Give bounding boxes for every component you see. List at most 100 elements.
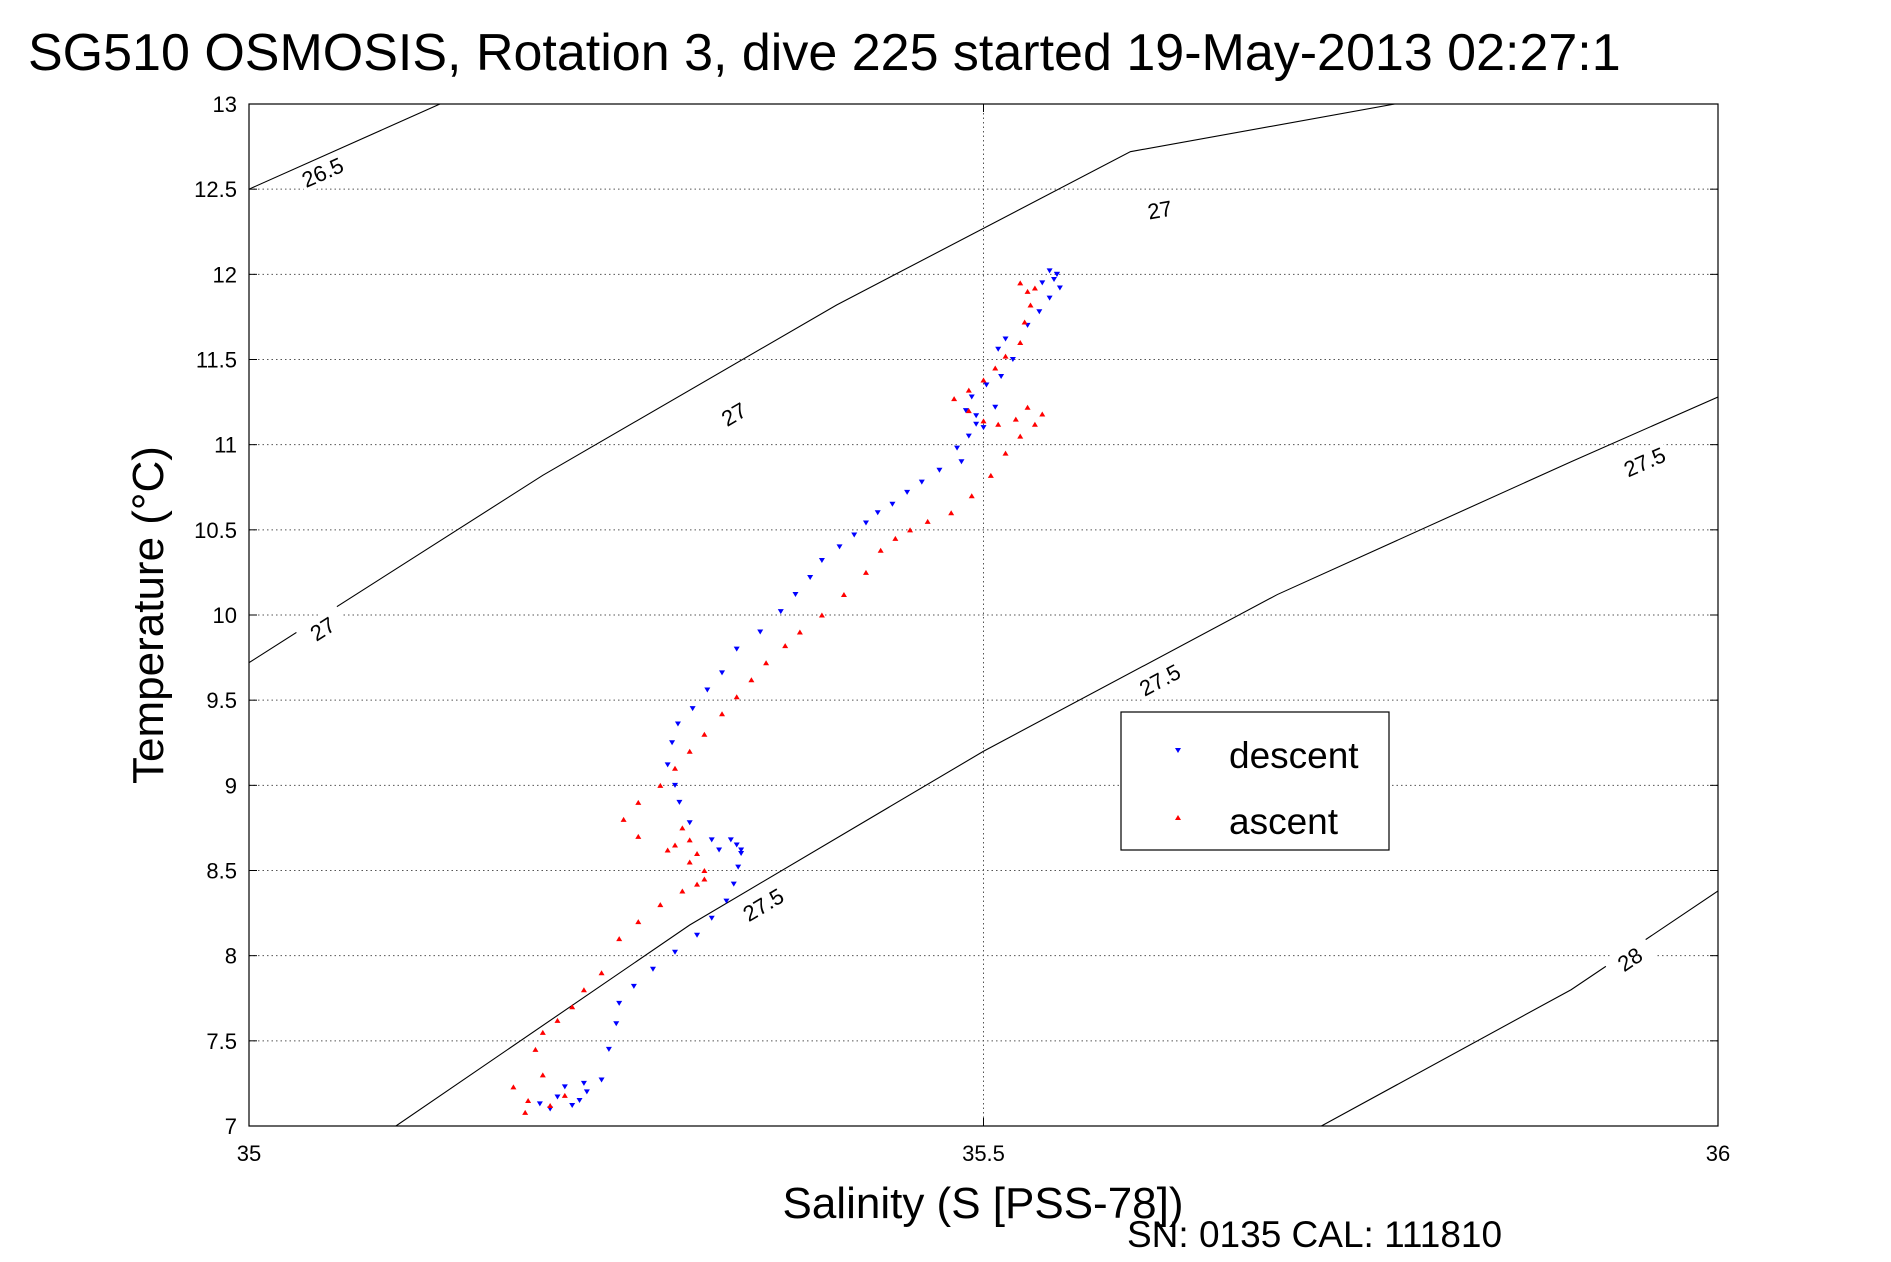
descent-point xyxy=(616,1000,623,1006)
descent-point xyxy=(536,1101,543,1107)
descent-point xyxy=(719,670,726,676)
legend-descent-label: descent xyxy=(1229,735,1359,776)
ascent-point xyxy=(1027,302,1034,308)
ascent-point xyxy=(686,748,693,754)
ascent-point xyxy=(748,677,755,683)
ascent-point xyxy=(980,418,987,424)
descent-point xyxy=(1051,276,1058,282)
ascent-point xyxy=(733,694,740,700)
descent-point xyxy=(554,1094,561,1100)
contour-label-bg xyxy=(1132,656,1188,703)
ascent-point xyxy=(1031,285,1038,291)
ascent-point xyxy=(992,365,999,371)
descent-point xyxy=(918,479,925,485)
descent-point xyxy=(676,799,683,805)
descent-point xyxy=(973,413,980,419)
ascent-point xyxy=(701,731,708,737)
descent-point xyxy=(1046,268,1053,274)
data-series xyxy=(510,268,1063,1115)
ascent-point xyxy=(547,1103,554,1109)
ascent-point xyxy=(892,535,899,541)
descent-point xyxy=(1002,336,1009,342)
descent-point xyxy=(1053,271,1060,277)
descent-point xyxy=(723,898,730,904)
ascent-point xyxy=(580,987,587,993)
x-tick-label: 36 xyxy=(1706,1141,1730,1166)
descent-point xyxy=(1036,309,1043,315)
ascent-point xyxy=(1021,319,1028,325)
descent-point xyxy=(998,374,1005,380)
descent-point xyxy=(708,915,715,921)
descent-point xyxy=(983,382,990,388)
ascent-point xyxy=(635,799,642,805)
descent-point xyxy=(672,782,679,788)
ascent-point xyxy=(987,472,994,478)
descent-point xyxy=(973,421,980,427)
descent-point xyxy=(630,983,637,989)
ascent-point xyxy=(968,493,975,499)
ascent-point xyxy=(664,847,671,853)
descent-point xyxy=(738,850,745,856)
descent-point xyxy=(733,646,740,652)
ascent-point xyxy=(1024,404,1031,410)
ascent-point xyxy=(995,421,1002,427)
ascent-point xyxy=(1002,353,1009,359)
descent-point xyxy=(674,721,681,727)
contour-line-27 xyxy=(249,104,1395,664)
descent-point xyxy=(738,847,745,853)
contour-label: 27 xyxy=(1146,196,1175,225)
descent-point xyxy=(686,820,693,826)
descent-point xyxy=(649,966,656,972)
ascent-point xyxy=(554,1017,561,1023)
y-tick-label: 10 xyxy=(213,603,237,628)
ascent-point xyxy=(1017,280,1024,286)
descent-point xyxy=(992,404,999,410)
ascent-point xyxy=(686,837,693,843)
ascent-point xyxy=(980,377,987,383)
ascent-point xyxy=(561,1092,568,1098)
descent-point xyxy=(735,864,742,870)
ascent-point xyxy=(616,936,623,942)
descent-point xyxy=(1009,357,1016,362)
descent-point xyxy=(613,1021,620,1027)
ascent-point xyxy=(719,711,726,717)
ascent-point xyxy=(818,612,825,618)
ascent-point xyxy=(1017,339,1024,345)
descent-point xyxy=(704,687,711,693)
descent-point xyxy=(727,837,734,843)
ascent-point xyxy=(1031,421,1038,427)
contour-label-bg xyxy=(295,604,350,653)
descent-point xyxy=(1046,295,1053,301)
y-tick-label: 7.5 xyxy=(206,1029,237,1054)
descent-point xyxy=(777,609,784,615)
descent-point xyxy=(862,520,869,526)
ascent-point xyxy=(948,510,955,516)
ascent-point xyxy=(539,1029,546,1035)
contour-label-bg xyxy=(735,881,791,928)
y-tick-label: 9 xyxy=(225,773,237,798)
y-tick-label: 11 xyxy=(214,433,237,458)
legend-ascent-marker xyxy=(1175,815,1181,820)
y-tick-label: 12 xyxy=(213,262,237,287)
ascent-point xyxy=(522,1109,529,1115)
series-ascent xyxy=(510,280,1046,1115)
descent-point xyxy=(583,1089,590,1095)
descent-point xyxy=(818,557,825,563)
ascent-point xyxy=(965,408,972,414)
ascent-point xyxy=(1017,433,1024,439)
x-axis-ticks: 35 35.5 36 xyxy=(237,104,1730,1166)
ascent-point xyxy=(1039,411,1046,417)
descent-point xyxy=(580,1080,587,1086)
x-axis-label: Salinity (S [PSS-78]) xyxy=(782,1179,1183,1228)
serial-calibration-note: SN: 0135 CAL: 111810 xyxy=(1127,1214,1502,1255)
ascent-point xyxy=(672,765,679,771)
descent-point xyxy=(730,881,737,887)
y-tick-label: 7 xyxy=(225,1114,237,1139)
ascent-point xyxy=(635,833,642,839)
series-descent xyxy=(536,268,1063,1112)
descent-point xyxy=(1039,280,1046,286)
y-tick-label: 8.5 xyxy=(206,859,237,884)
descent-point xyxy=(874,510,881,516)
ascent-point xyxy=(694,850,701,856)
descent-point xyxy=(716,847,723,853)
